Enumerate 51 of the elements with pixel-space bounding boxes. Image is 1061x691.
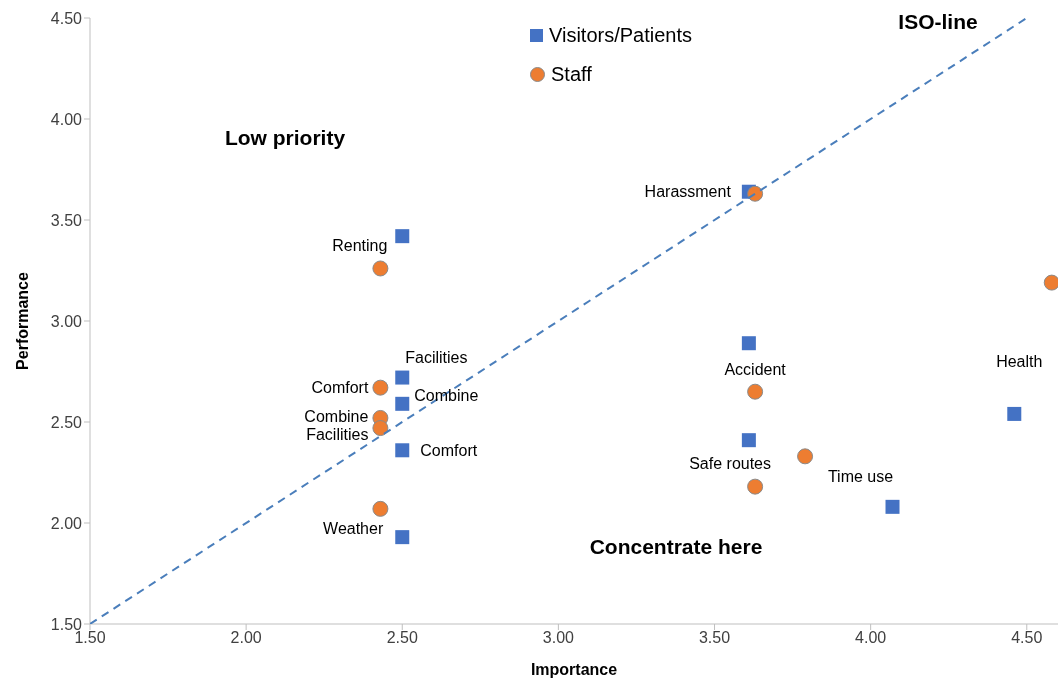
point — [885, 499, 900, 514]
point — [395, 396, 410, 411]
annotation: Combine — [414, 387, 479, 405]
y-axis-title: Performance — [13, 271, 31, 370]
point — [395, 370, 410, 385]
annotation: Time use — [827, 468, 894, 486]
point — [372, 500, 389, 517]
y-tick-label: 4.50 — [50, 9, 83, 27]
annotation: Low priority — [224, 126, 346, 150]
point — [741, 336, 756, 351]
x-tick-label: 3.00 — [542, 629, 575, 647]
annotation: Renting — [332, 237, 388, 255]
annotation: Facilities — [405, 349, 468, 367]
point — [395, 229, 410, 244]
point — [741, 433, 756, 448]
annotation: ISO-line — [898, 10, 978, 34]
point — [372, 420, 389, 437]
x-tick-label: 4.00 — [855, 629, 887, 647]
point — [797, 448, 814, 465]
x-axis-title: Importance — [530, 661, 618, 678]
annotation: Comfort — [311, 379, 369, 397]
annotation: Combine — [304, 407, 369, 425]
point — [372, 379, 389, 396]
y-tick-label: 2.00 — [50, 514, 83, 532]
y-tick-label: 3.50 — [50, 211, 83, 229]
x-tick-label: 3.50 — [698, 629, 731, 647]
x-tick-label: 2.50 — [386, 629, 418, 647]
annotation: Facilities — [306, 425, 369, 443]
x-tick-label: 1.50 — [74, 629, 106, 647]
annotation: Weather — [323, 519, 384, 537]
annotation: Accident — [724, 361, 787, 379]
annotation: Harassment — [644, 183, 732, 201]
y-tick-label: 2.50 — [50, 413, 83, 431]
annotation: Safe routes — [689, 455, 772, 473]
point — [1007, 406, 1022, 421]
point — [395, 530, 410, 545]
annotation: Concentrate here — [589, 535, 763, 559]
legend-label: Staff — [551, 62, 592, 87]
annotation: Comfort — [420, 441, 478, 459]
y-tick-label: 4.00 — [50, 110, 83, 128]
x-tick-label: 4.50 — [1011, 629, 1043, 647]
x-tick-label: 2.00 — [230, 629, 262, 647]
legend-label: Visitors/Patients — [549, 23, 693, 48]
point — [747, 478, 764, 495]
y-tick-label: 3.00 — [50, 312, 83, 330]
annotation: Health — [996, 352, 1043, 370]
point — [372, 260, 389, 277]
point — [395, 443, 410, 458]
point — [747, 185, 764, 202]
point — [747, 383, 764, 400]
point — [1043, 274, 1058, 291]
